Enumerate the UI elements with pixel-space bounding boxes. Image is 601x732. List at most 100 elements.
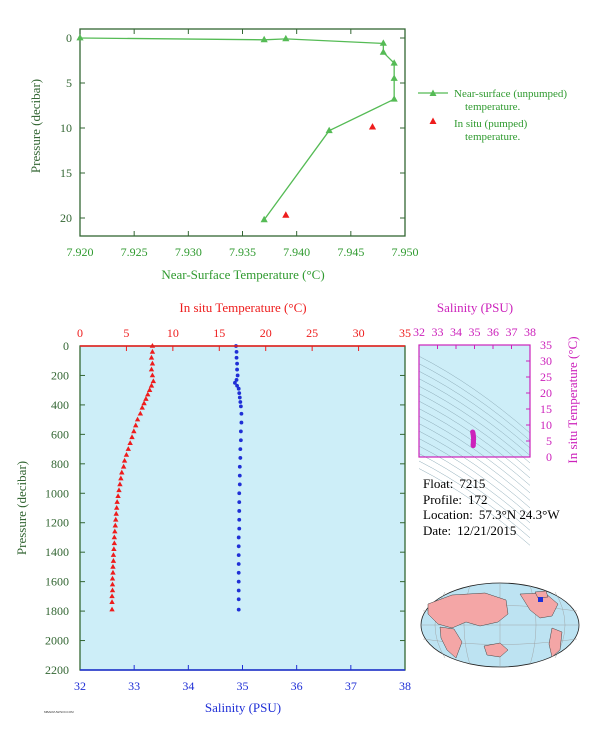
ts-x-tick-label: 37 [506,325,518,339]
near-surface-x-tick-label: 7.950 [392,245,419,259]
temperature-point [148,366,155,372]
temperature-point [121,457,128,463]
salinity-point [238,438,243,443]
depth-y-tick-label: 1000 [45,486,69,500]
temperature-tick-label: 20 [260,326,272,340]
depth-profile-bottom-axis-label: Salinity (PSU) [205,700,281,715]
temperature-point [109,581,116,587]
depth-y-tick-label: 400 [51,398,69,412]
ts-y-tick-label: 0 [546,450,552,464]
near-surface-point [390,59,398,66]
salinity-tick-label: 32 [74,679,86,693]
temperature-point [112,522,118,528]
temperature-tick-label: 30 [353,326,365,340]
salinity-point [236,570,241,575]
salinity-point [236,579,241,584]
date-label: Date: [423,522,452,538]
near-surface-x-tick-label: 7.925 [121,245,148,259]
temperature-point [143,396,149,401]
world-map [420,582,580,668]
depth-y-tick-label: 2200 [45,663,69,677]
salinity-tick-label: 38 [399,679,411,693]
temperature-point [109,606,115,612]
near-surface-y-tick-label: 0 [66,31,72,45]
near-surface-x-tick-label: 7.930 [175,245,202,259]
ts-density-contour [418,468,531,546]
ts-density-contour [418,370,531,449]
ts-density-contour [418,438,531,516]
temperature-tick-label: 0 [77,326,83,340]
salinity-point [234,355,239,360]
temperature-point [139,404,145,410]
near-surface-point [379,48,387,55]
temperature-point [148,354,155,360]
salinity-point [237,473,242,478]
temperature-point [110,569,116,575]
near-surface-point [282,34,290,42]
temperature-point [109,587,116,593]
temperature-point [117,481,123,487]
near-surface-y-tick-label: 10 [60,121,72,135]
legend-marker-near-surface [429,89,437,96]
salinity-point [238,404,243,409]
in-situ-point [368,123,377,130]
near-surface-chart: 7.920 7.925 7.930 7.935 7.940 7.945 7.950 0 5 10 1… [28,28,567,282]
depth-y-tick-label: 800 [51,457,69,471]
temperature-point [150,378,157,384]
depth-y-tick-label: 2000 [45,634,69,648]
near-surface-x-tick-label: 7.920 [67,245,94,259]
ts-y-tick-label: 10 [540,418,552,432]
temperature-point [125,446,131,451]
near-surface-plot-frame [79,28,406,237]
temperature-point [109,599,115,605]
salinity-point [235,367,239,372]
salinity-point [238,456,243,460]
date-row: Date: 12/21/2015 [423,523,566,539]
temperature-point [115,493,121,499]
salinity-point [239,420,244,425]
temperature-tick-label: 25 [306,326,318,340]
salinity-point [238,429,243,434]
salinity-point [237,509,242,513]
depth-y-tick-label: 1200 [45,516,69,530]
near-surface-x-axis-label: Near-Surface Temperature (°C) [161,267,324,282]
temperature-point [134,416,141,422]
near-surface-point [390,95,398,102]
location-label: Location: [423,507,473,522]
salinity-point [237,395,242,400]
temperature-point [116,487,122,493]
temperature-tick-label: 5 [123,326,129,340]
temperature-tick-label: 10 [167,326,179,340]
near-surface-y-tick-label: 15 [60,166,72,180]
temperature-point [119,469,125,475]
salinity-point [238,447,243,451]
depth-y-tick-label: 600 [51,427,69,441]
ts-y-tick-label: 25 [540,370,552,384]
temperature-point [146,387,153,392]
profile-info-block: Float: 7215 Profile: 172 Location: 57.3°N 2… [423,476,566,538]
ts-density-contour [418,378,531,456]
near-surface-x-tick-label: 7.935 [229,245,256,259]
temperature-point [112,528,118,534]
depth-profile-top-axis-label: In situ Temperature (°C) [179,300,306,315]
ts-plot-frame [418,344,531,458]
near-surface-point [379,39,387,46]
legend-label-in-situ: In situ (pumped) temperature. [454,118,530,143]
footnote: MBARI/UW/SOCCOM [44,710,74,714]
salinity-point [236,562,241,566]
salinity-point [237,482,242,487]
salinity-point [236,553,241,558]
temperature-tick-label: 15 [213,326,225,340]
salinity-tick-label: 33 [128,679,140,693]
ts-density-contour [418,460,531,539]
near-surface-point [76,34,84,41]
near-surface-x-tick-label: 7.940 [283,245,310,259]
near-surface-line [79,37,395,221]
temperature-point [113,505,120,510]
temperature-point [111,546,117,552]
depth-y-tick-label: 0 [63,339,69,353]
salinity-tick-label: 36 [291,679,303,693]
ts-density-contour [418,385,531,464]
ts-y-tick-label: 20 [540,386,552,400]
